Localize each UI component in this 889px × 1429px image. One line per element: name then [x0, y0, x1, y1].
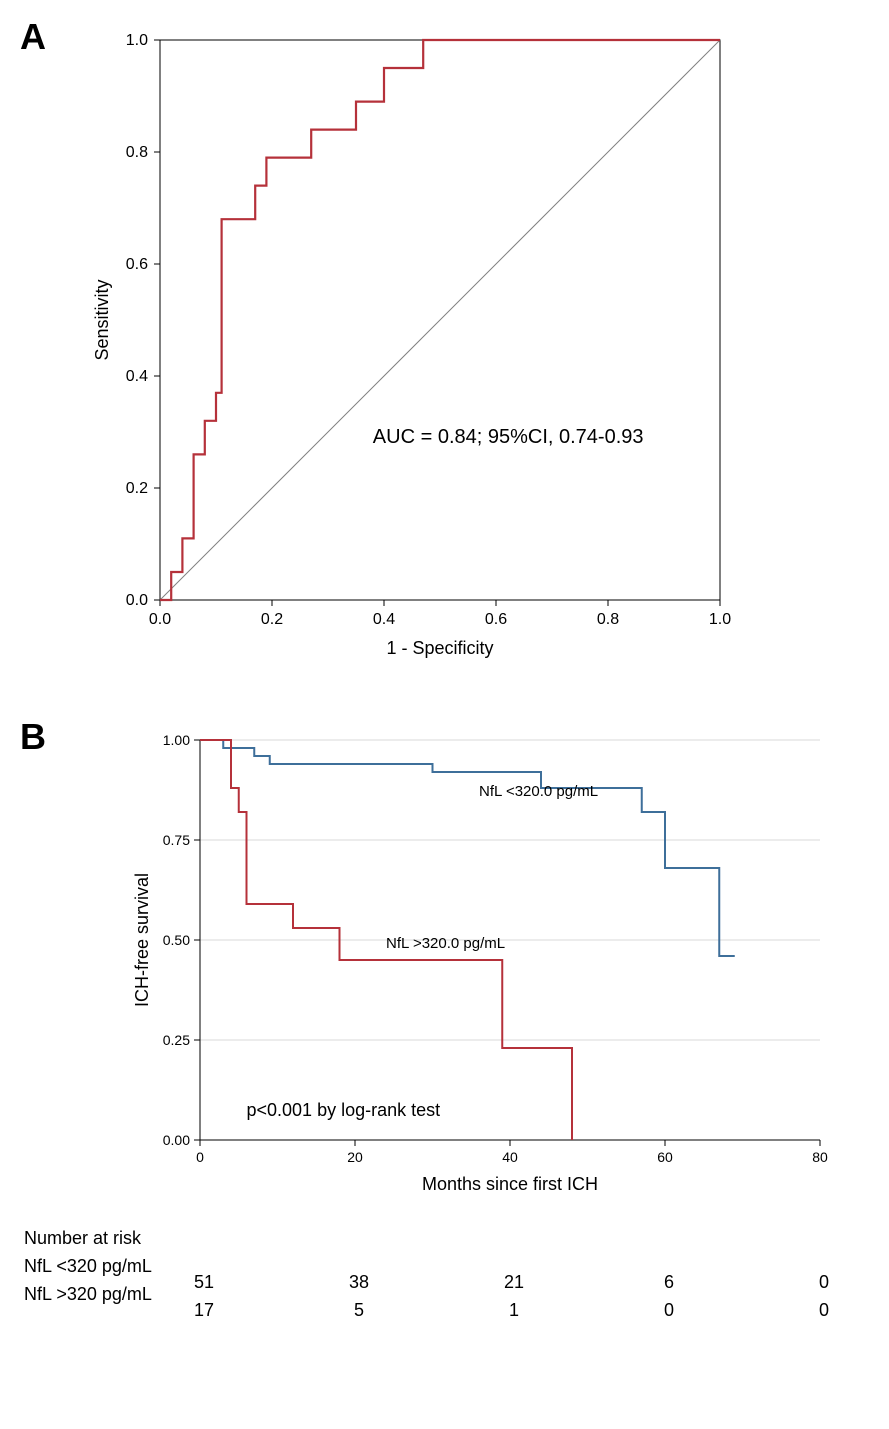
xtick-label: 0.8 [597, 611, 619, 628]
xtick-label: 60 [657, 1149, 673, 1165]
risk-cell: 0 [809, 1300, 839, 1321]
risk-table-header: Number at risk [20, 1228, 214, 1249]
xlabel: 1 - Specificity [386, 638, 493, 658]
xlabel: Months since first ICH [422, 1174, 598, 1194]
panel-b-label: B [20, 716, 46, 758]
xtick-label: 80 [812, 1149, 828, 1165]
ytick-label: 0.00 [163, 1132, 190, 1148]
ytick-label: 0.6 [126, 256, 148, 273]
curve-label: NfL >320.0 pg/mL [386, 935, 505, 952]
ytick-label: 0.75 [163, 832, 190, 848]
ytick-label: 0.8 [126, 144, 148, 161]
risk-cell: 51 [189, 1272, 219, 1293]
panel-a-label: A [20, 16, 46, 58]
risk-cell: 0 [654, 1300, 684, 1321]
risk-cell: 5 [344, 1300, 374, 1321]
risk-table-row: NfL <320 pg/mL51382160 [20, 1256, 869, 1284]
km-chart: 0 20 40 60 80 0.00 0.25 0.50 0.75 1.00 Months sinc… [120, 720, 880, 1220]
km-curve [200, 740, 735, 956]
panel-b: B 0204060800.000.250.500.751.00Months si… [20, 720, 869, 1312]
ytick-label: 0.2 [126, 480, 148, 497]
pvalue-annotation: p<0.001 by log-rank test [247, 1100, 441, 1120]
risk-row-label: NfL >320 pg/mL [20, 1284, 214, 1305]
ylabel: Sensitivity [92, 279, 112, 360]
xtick-label: 0 [196, 1149, 204, 1165]
risk-cell: 0 [809, 1272, 839, 1293]
xtick-label: 0.4 [373, 611, 395, 628]
xtick-label: 40 [502, 1149, 518, 1165]
xtick-label: 0.0 [149, 611, 171, 628]
roc-chart: 0.0 0.2 0.4 0.6 0.8 1.0 0.0 0.2 0.4 0.6 0.8 1.0 1 - … [80, 20, 889, 680]
risk-cell: 21 [499, 1272, 529, 1293]
risk-cell: 1 [499, 1300, 529, 1321]
xtick-label: 0.2 [261, 611, 283, 628]
ylabel: ICH-free survival [132, 873, 152, 1007]
xtick-label: 20 [347, 1149, 363, 1165]
ytick-label: 1.00 [163, 732, 190, 748]
diagonal-line [160, 40, 720, 600]
ytick-label: 1.0 [126, 32, 148, 49]
risk-row-label: NfL <320 pg/mL [20, 1256, 214, 1277]
xtick-label: 0.6 [485, 611, 507, 628]
ytick-label: 0.4 [126, 368, 148, 385]
panel-a: A 0.00.20.40.60.81.00.00.20.40.60.81.01 … [20, 20, 869, 680]
xtick-label: 1.0 [709, 611, 731, 628]
figure-container: A 0.0 0.2 0.4 0.6 0.8 1.0 0.0 0.2 0.4 0.6 0.8 1.0 1 … [0, 0, 889, 1382]
risk-table: Number at riskNfL <320 pg/mL51382160NfL … [20, 1228, 869, 1312]
ytick-label: 0.25 [163, 1032, 190, 1048]
ytick-label: 0.0 [126, 592, 148, 609]
risk-cell: 6 [654, 1272, 684, 1293]
risk-table-row: NfL >320 pg/mL175100 [20, 1284, 869, 1312]
curve-label: NfL <320.0 pg/mL [479, 783, 598, 800]
risk-cell: 17 [189, 1300, 219, 1321]
risk-cell: 38 [344, 1272, 374, 1293]
ytick-label: 0.50 [163, 932, 190, 948]
auc-annotation: AUC = 0.84; 95%CI, 0.74-0.93 [373, 426, 644, 448]
